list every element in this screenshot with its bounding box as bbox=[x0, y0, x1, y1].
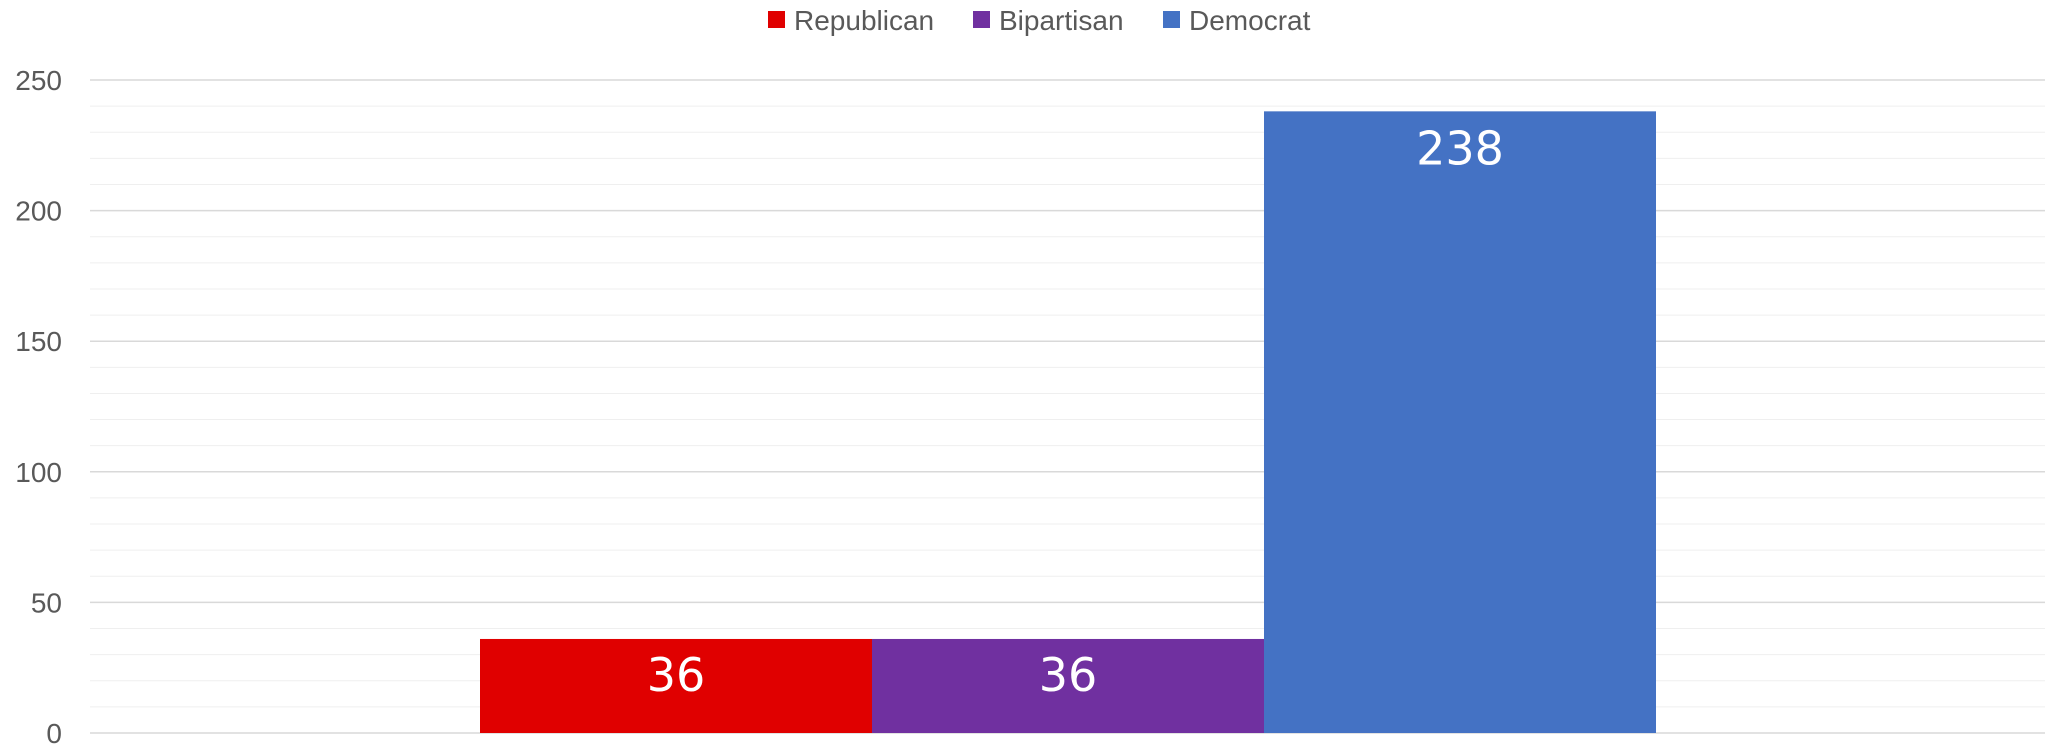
y-tick-label: 250 bbox=[15, 65, 62, 96]
bars bbox=[480, 111, 1656, 734]
y-axis: 0 50 100 150 200 250 bbox=[15, 65, 62, 745]
legend-label: Bipartisan bbox=[999, 5, 1124, 36]
legend-item-republican: Republican bbox=[768, 5, 934, 36]
y-tick-label: 200 bbox=[15, 196, 62, 227]
bar-bipartisan bbox=[872, 638, 1264, 733]
bar-democrat bbox=[1264, 111, 1656, 734]
data-labels: 36 36 238 bbox=[647, 121, 1504, 702]
y-tick-label: 0 bbox=[46, 718, 62, 745]
legend-swatch bbox=[973, 11, 990, 28]
legend-swatch bbox=[768, 11, 785, 28]
legend-label: Democrat bbox=[1189, 5, 1311, 36]
data-label-democrat: 238 bbox=[1416, 121, 1504, 175]
y-tick-label: 50 bbox=[31, 587, 62, 618]
data-label-bipartisan: 36 bbox=[1039, 648, 1098, 702]
legend-item-bipartisan: Bipartisan bbox=[973, 5, 1124, 36]
legend-label: Republican bbox=[794, 5, 934, 36]
legend-item-democrat: Democrat bbox=[1163, 5, 1311, 36]
legend-swatch bbox=[1163, 11, 1180, 28]
data-label-republican: 36 bbox=[647, 648, 706, 702]
y-tick-label: 100 bbox=[15, 457, 62, 488]
legend: Republican Bipartisan Democrat bbox=[768, 5, 1311, 36]
y-tick-label: 150 bbox=[15, 326, 62, 357]
gridlines bbox=[90, 79, 2045, 734]
bar-republican bbox=[480, 638, 872, 733]
